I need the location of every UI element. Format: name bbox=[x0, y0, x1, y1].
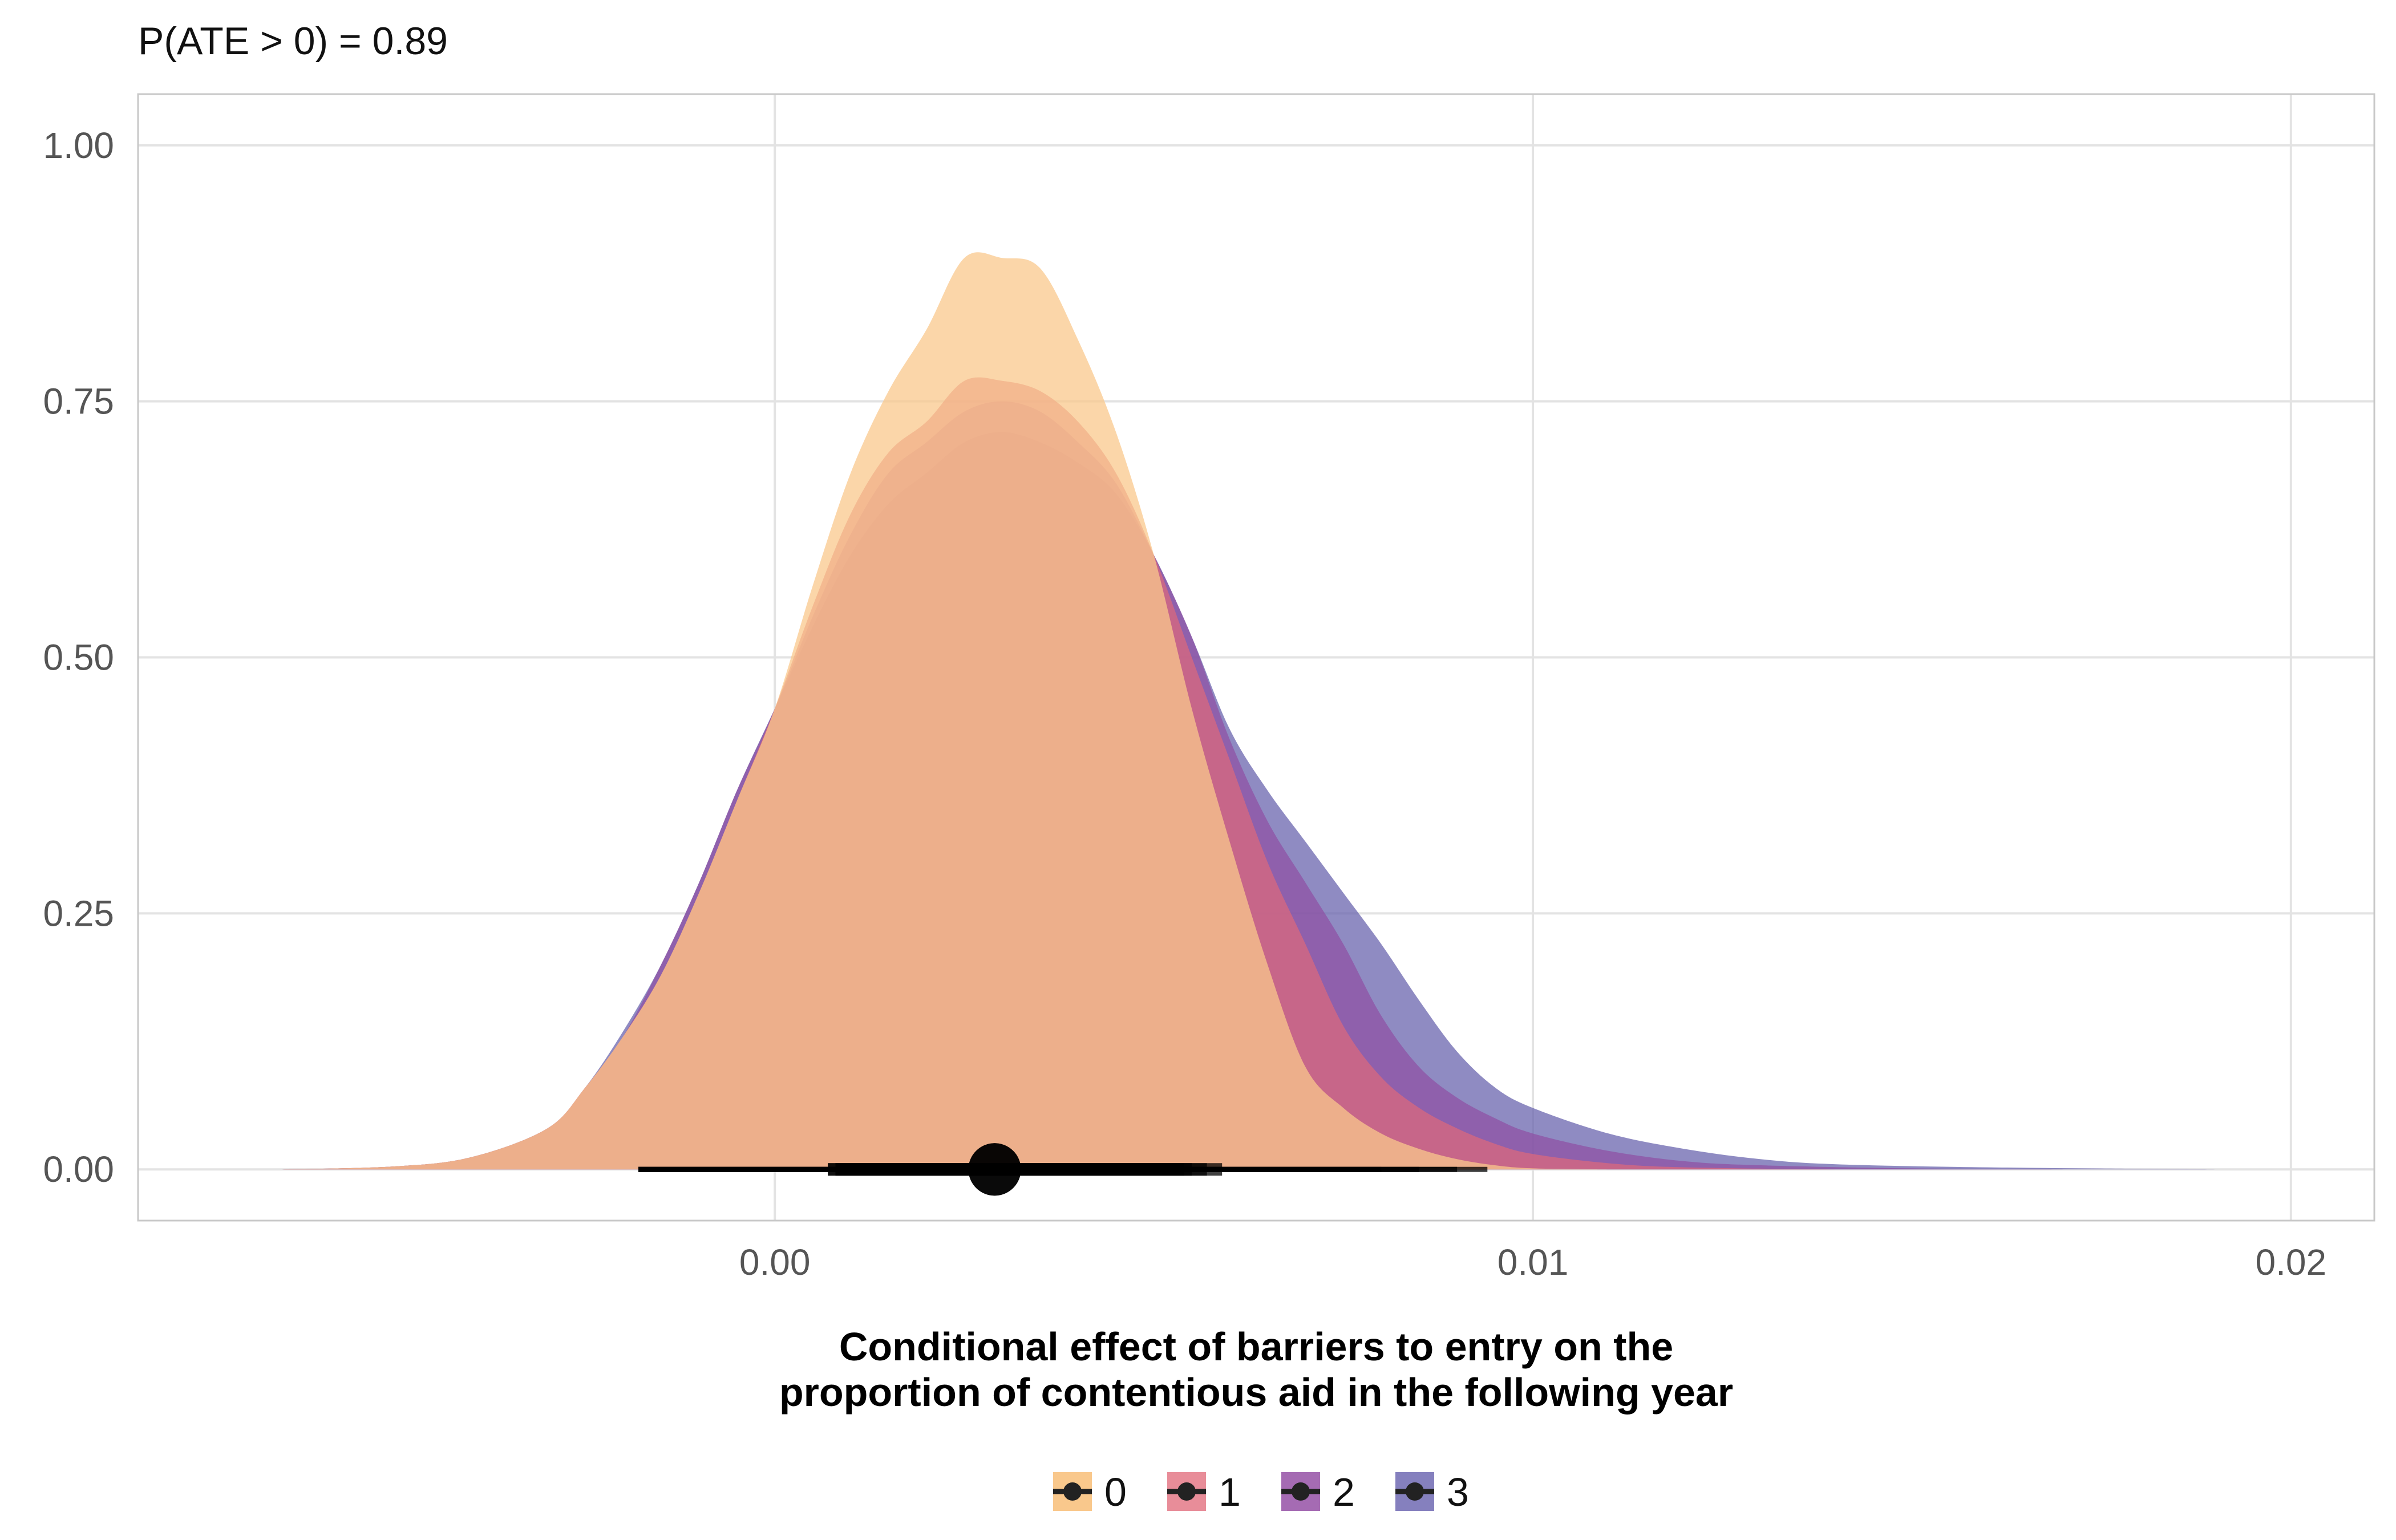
legend-label-3: 3 bbox=[1447, 1470, 1469, 1514]
axis-ticks: 0.00 0.01 0.02 0.00 0.25 0.50 0.75 1.00 bbox=[43, 125, 2326, 1283]
x-tick-label: 0.00 bbox=[739, 1242, 811, 1283]
y-tick-label: 0.00 bbox=[43, 1149, 114, 1190]
y-tick-label: 1.00 bbox=[43, 125, 114, 166]
density-area-0 bbox=[282, 252, 1609, 1170]
plot-panel bbox=[137, 93, 2375, 1222]
chart-subtitle: P(ATE > 0) = 0.89 bbox=[138, 19, 448, 63]
legend: 0 1 2 3 bbox=[1053, 1470, 1469, 1514]
y-tick-label: 0.75 bbox=[43, 381, 114, 422]
legend-label-2: 2 bbox=[1333, 1470, 1355, 1514]
point-estimate-0 bbox=[968, 1143, 1021, 1196]
legend-label-1: 1 bbox=[1219, 1470, 1241, 1514]
x-tick-label: 0.01 bbox=[1498, 1242, 1569, 1283]
legend-dot-3 bbox=[1406, 1482, 1424, 1501]
x-axis-title-line-2: proportion of contentious aid in the fol… bbox=[779, 1370, 1733, 1415]
density-areas bbox=[282, 252, 2215, 1170]
legend-dot-1 bbox=[1177, 1482, 1196, 1501]
y-tick-label: 0.25 bbox=[43, 893, 114, 934]
legend-dot-0 bbox=[1063, 1482, 1082, 1501]
legend-label-0: 0 bbox=[1104, 1470, 1127, 1514]
legend-dot-2 bbox=[1292, 1482, 1310, 1501]
interval-bars bbox=[638, 1143, 1488, 1196]
x-tick-label: 0.02 bbox=[2256, 1242, 2327, 1283]
y-tick-label: 0.50 bbox=[43, 637, 114, 678]
x-axis-title-line-1: Conditional effect of barriers to entry … bbox=[839, 1324, 1673, 1369]
